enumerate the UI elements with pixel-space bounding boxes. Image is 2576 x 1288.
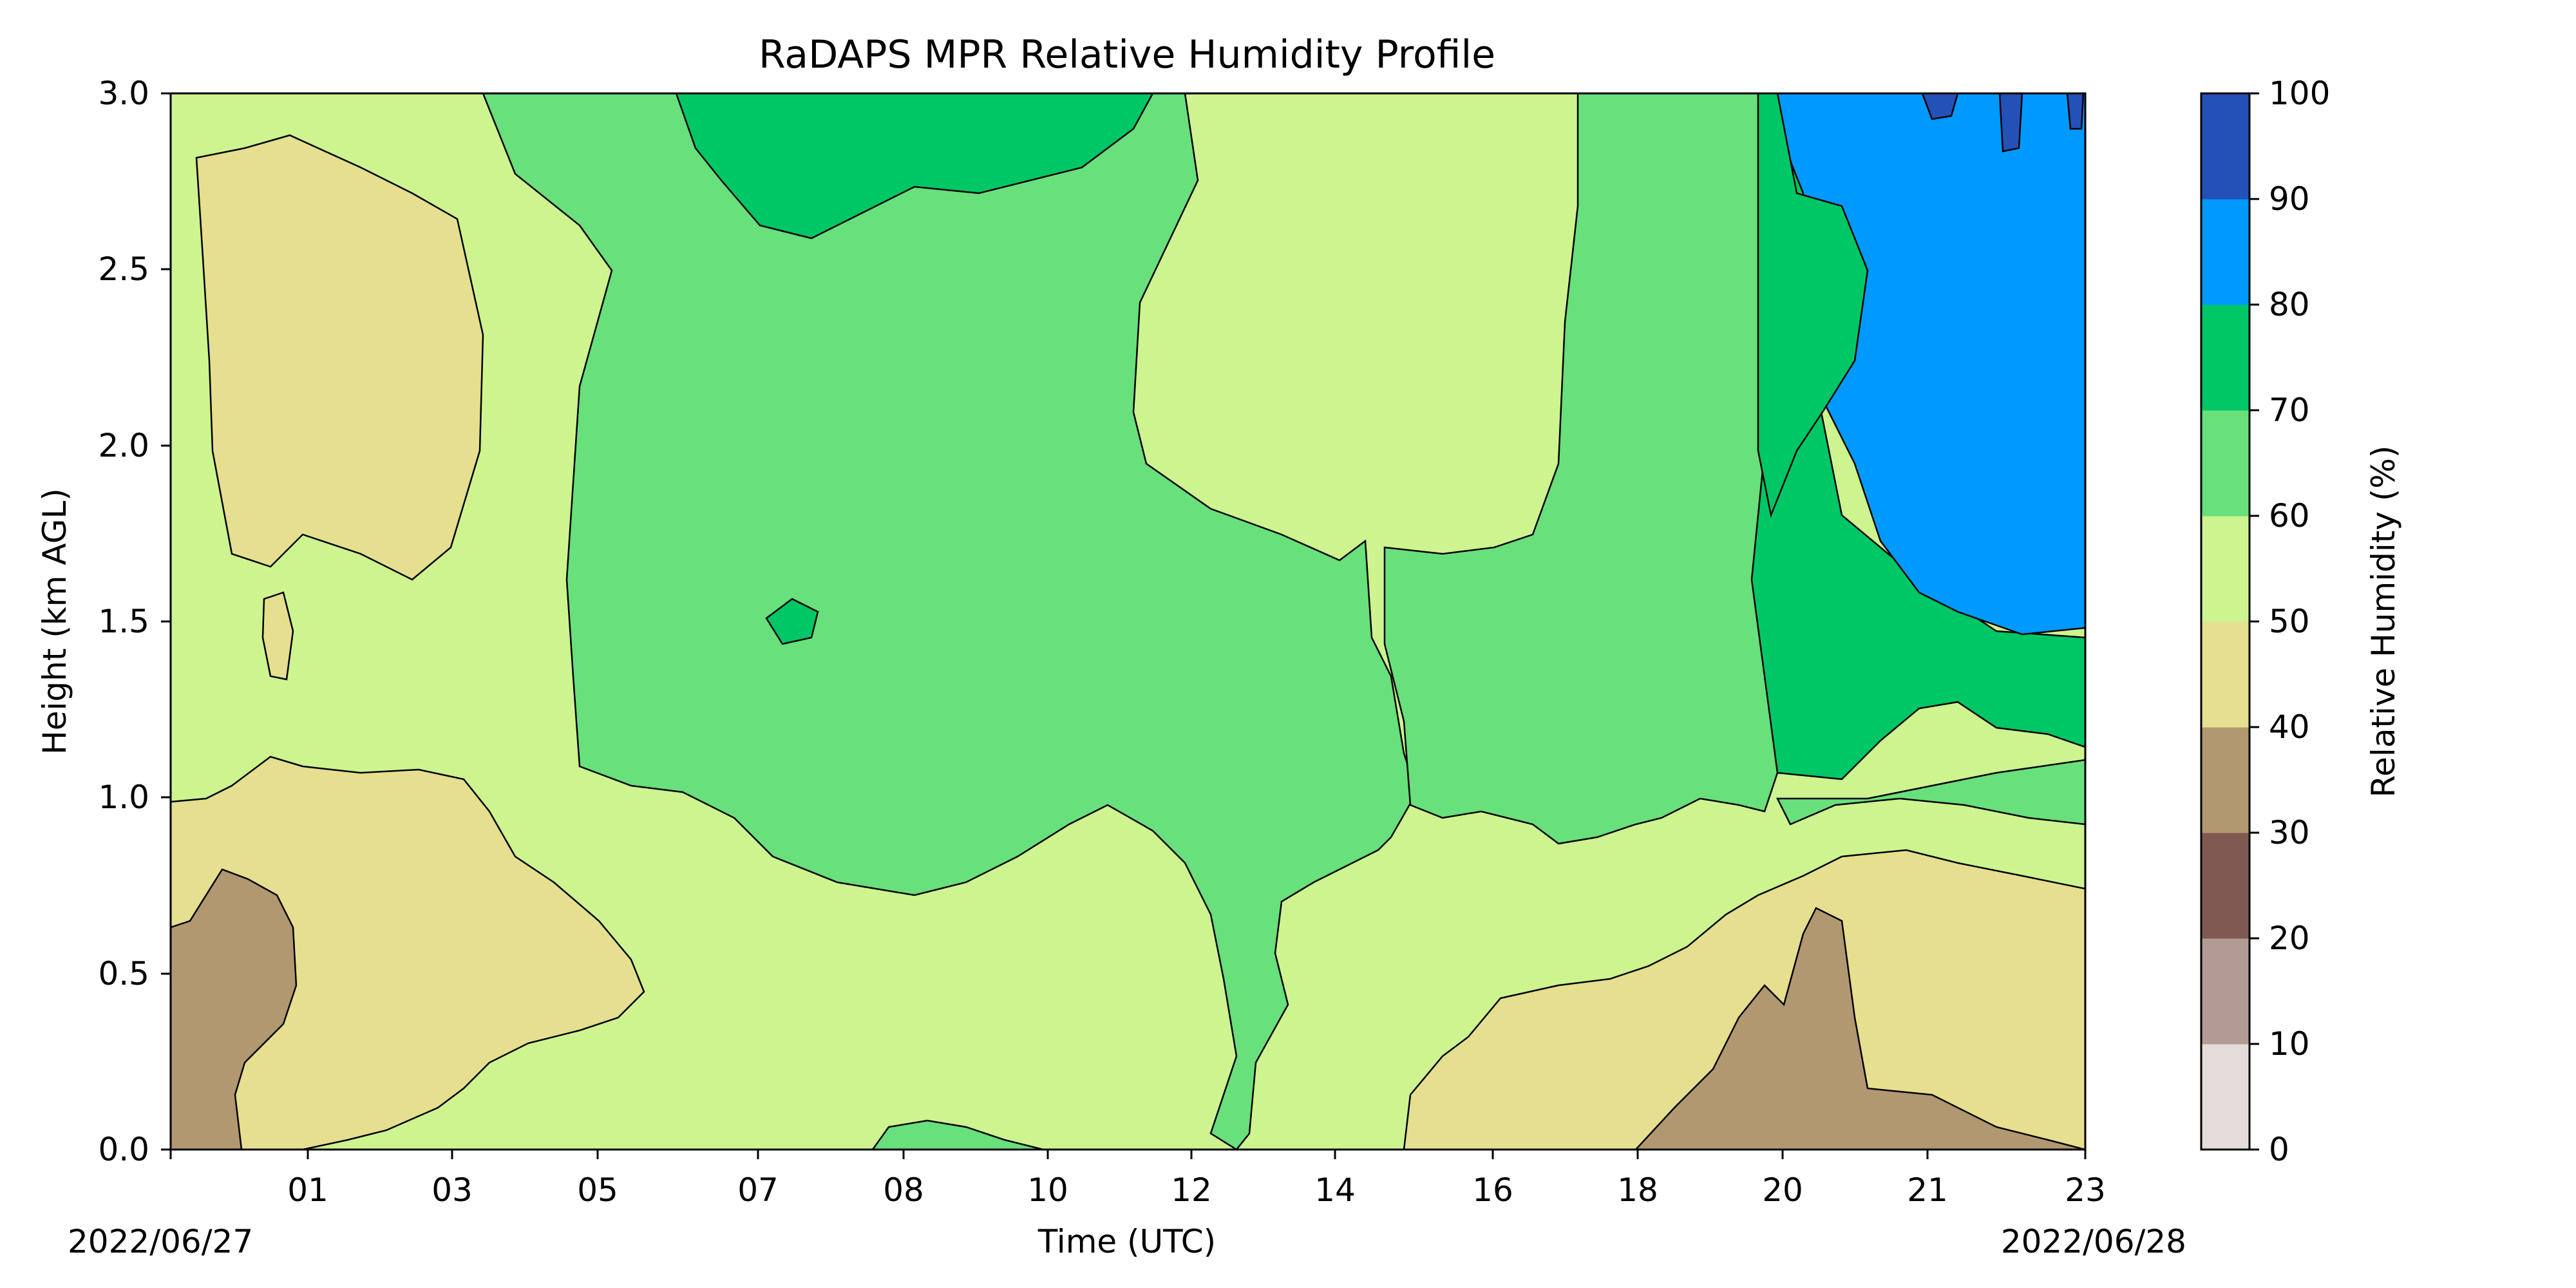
colorbar-tick-label: 30: [2269, 814, 2310, 851]
x-tick-label: 14: [1314, 1171, 1356, 1209]
colorbar-label: Relative Humidity (%): [2365, 446, 2402, 798]
colorbar-tick-label: 40: [2269, 708, 2310, 746]
colorbar-segment: [2201, 1044, 2249, 1150]
colorbar-tick-label: 60: [2269, 497, 2310, 535]
plot-area: [171, 93, 2085, 1150]
colorbar-segment: [2201, 621, 2249, 728]
x-tick-label: 07: [737, 1171, 779, 1209]
colorbar-segment: [2201, 410, 2249, 516]
rh-region-70-80-right: [1750, 93, 2085, 781]
colorbar-tick-label: 90: [2269, 180, 2310, 218]
x-tick-label: 18: [1617, 1171, 1658, 1209]
y-tick-label: 3.0: [98, 75, 149, 112]
x-tick-label: 08: [883, 1171, 924, 1209]
x-axis: 01 03 05 07 08 10 12 14 16 18 20 21 23 2…: [68, 1150, 2186, 1260]
y-tick-label: 2.5: [98, 251, 149, 288]
colorbar-tick-label: 80: [2269, 286, 2310, 323]
x-tick-label: 01: [287, 1171, 328, 1209]
chart-title: RaDAPS MPR Relative Humidity Profile: [759, 32, 1495, 77]
rh-region-70-80-gap: [1757, 93, 1869, 518]
rh-region-60-70-bottom: [871, 1119, 1044, 1150]
rh-region-40-50-small: [261, 591, 294, 681]
x-tick-label: 05: [577, 1171, 618, 1209]
colorbar-segment: [2201, 516, 2249, 622]
colorbar-segment: [2201, 199, 2249, 305]
rh-region-40-50-lower-right: [1403, 849, 2085, 1150]
colorbar-segment: [2201, 727, 2249, 833]
x-start-date: 2022/06/27: [68, 1223, 253, 1260]
rh-region-30-40-lower-left: [171, 868, 298, 1150]
rh-region-90-100-c: [2066, 93, 2085, 130]
rh-region-40-50-upper-left: [195, 134, 484, 581]
y-tick-label: 1.0: [98, 779, 149, 816]
rh-region-90-100-a: [1921, 93, 1959, 120]
rh-region-40-50-lower-left: [171, 755, 645, 1150]
colorbar: 0 10 20 30 40 50 60 70 80 90 100: [2200, 75, 2330, 1168]
x-tick-label: 21: [1907, 1171, 1948, 1209]
x-tick-label: 12: [1171, 1171, 1212, 1209]
rh-region-60-70-central: [482, 93, 1418, 1150]
colorbar-segment: [2201, 833, 2249, 939]
colorbar-tick-label: 100: [2269, 75, 2330, 112]
y-tick-label: 0.5: [98, 955, 149, 992]
rh-region-60-70-far-right: [1776, 759, 2085, 826]
rh-region-90-100-b: [1998, 93, 2023, 153]
x-tick-label: 23: [2065, 1171, 2106, 1209]
colorbar-segment: [2201, 938, 2249, 1045]
x-tick-label: 10: [1027, 1171, 1068, 1209]
colorbar-segment: [2201, 93, 2249, 200]
y-tick-label: 0.0: [98, 1131, 149, 1168]
x-tick-label: 16: [1472, 1171, 1513, 1209]
y-axis-label: Height (km AGL): [36, 488, 73, 755]
colorbar-tick-label: 0: [2269, 1131, 2289, 1168]
y-axis: 0.0 0.5 1.0 1.5 2.0 2.5 3.0 Height (km A…: [36, 75, 171, 1168]
x-axis-label: Time (UTC): [1037, 1223, 1216, 1260]
y-tick-label: 1.5: [98, 603, 149, 640]
x-tick-label: 03: [431, 1171, 473, 1209]
colorbar-tick-label: 50: [2269, 603, 2310, 640]
rh-region-30-40-lower-right: [1634, 907, 2085, 1150]
x-tick-label: 20: [1762, 1171, 1803, 1209]
colorbar-tick-label: 20: [2269, 920, 2310, 957]
rh-region-70-80-top: [675, 93, 1154, 240]
y-tick-label: 2.0: [98, 427, 149, 464]
colorbar-tick-label: 10: [2269, 1025, 2310, 1063]
colorbar-tick-label: 70: [2269, 392, 2310, 429]
rh-region-60-70-right: [1383, 93, 1779, 845]
x-end-date: 2022/06/28: [2001, 1223, 2186, 1260]
colorbar-segment: [2201, 305, 2249, 411]
rh-region-70-80-island: [765, 598, 819, 645]
